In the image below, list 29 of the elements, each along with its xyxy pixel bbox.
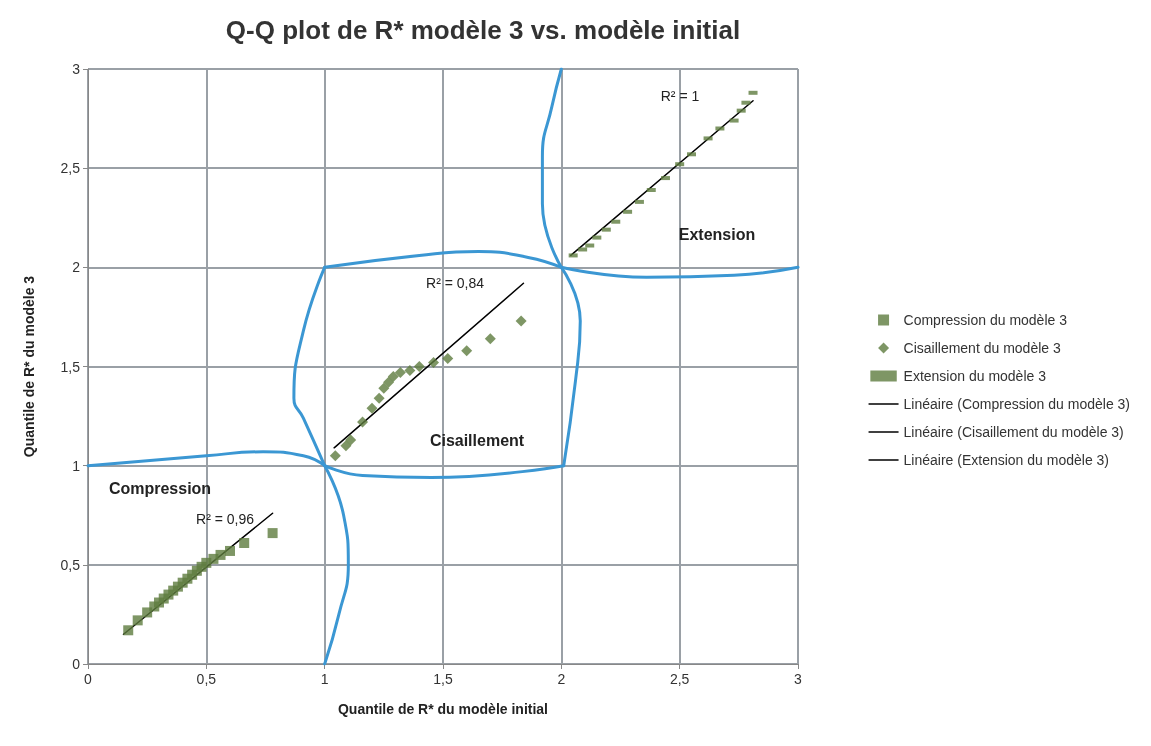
annotation: R² = 0,96	[196, 511, 255, 527]
legend-label: Linéaire (Compression du modèle 3)	[903, 396, 1131, 412]
legend-label: Linéaire (Extension du modèle 3)	[903, 452, 1110, 468]
y-tick-label: 1	[72, 457, 81, 474]
x-axis-title: Quantile de R* du modèle initial	[337, 701, 549, 717]
x-tick-label: 0	[84, 671, 93, 687]
annotation: Extension	[678, 225, 756, 243]
y-tick-label: 3	[72, 61, 81, 77]
y-tick-label: 1,5	[60, 358, 81, 375]
x-tick-label: 0,5	[196, 671, 217, 687]
legend-label: Compression du modèle 3	[903, 312, 1068, 328]
chart-title: Q-Q plot de R* modèle 3 vs. modèle initial	[225, 15, 741, 45]
x-tick-label: 2,5	[669, 671, 690, 687]
annotation: R² = 0,84	[426, 275, 485, 291]
y-axis-title: Quantile de R* du modèle 3	[21, 275, 37, 458]
legend-label: Linéaire (Cisaillement du modèle 3)	[903, 424, 1124, 440]
y-tick-label: 0,5	[60, 556, 81, 573]
annotation: R² = 1	[660, 88, 700, 104]
y-tick-label: 2,5	[60, 160, 81, 177]
x-tick-label: 1,5	[433, 671, 453, 687]
y-tick-label: 0	[72, 656, 81, 672]
annotation: Compression	[108, 479, 212, 497]
annotation: Cisaillement	[429, 431, 525, 449]
x-tick-label: 3	[794, 671, 803, 687]
x-tick-label: 2	[557, 671, 566, 687]
y-tick-label: 2	[72, 259, 81, 276]
legend-label: Cisaillement du modèle 3	[903, 340, 1061, 356]
legend-label: Extension du modèle 3	[903, 368, 1047, 384]
x-tick-label: 1	[320, 671, 329, 687]
